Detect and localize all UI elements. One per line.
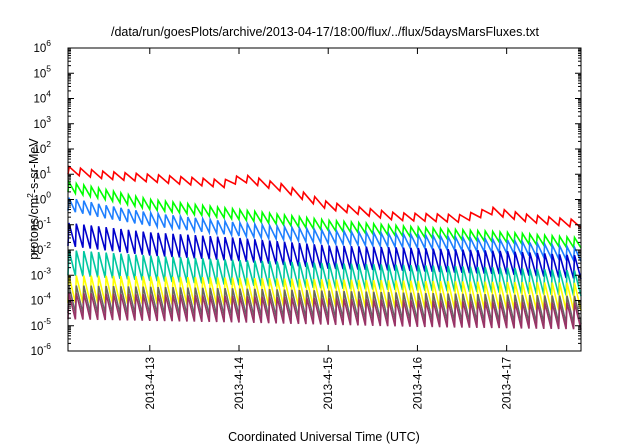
x-tick-label: 2013-4-15 <box>323 357 335 409</box>
x-axis-ticks: 2013-4-13 2013-4-14 2013-4-15 2013-4-16 2013… <box>145 48 514 409</box>
series-layer <box>67 165 582 330</box>
series-line-3 <box>67 197 582 264</box>
y-tick-label: 105 <box>33 63 51 80</box>
y-tick-label: 101 <box>33 164 51 181</box>
y-tick-label: 103 <box>33 114 51 131</box>
series-line-7 <box>67 285 582 324</box>
series-line-2 <box>67 179 582 250</box>
y-tick-label: 10-6 <box>31 341 52 358</box>
y-tick-label: 10-4 <box>31 291 52 308</box>
y-axis-label-sup: 2 <box>25 193 35 198</box>
y-tick-label: 106 <box>33 38 51 55</box>
y-tick-label: 10-5 <box>31 316 52 333</box>
x-tick-label: 2013-4-14 <box>234 356 246 409</box>
x-axis-label: Coordinated Universal Time (UTC) <box>228 430 420 444</box>
y-tick-label: 10-3 <box>31 265 52 282</box>
y-tick-label: 102 <box>33 139 51 156</box>
y-tick-label: 100 <box>33 190 51 207</box>
y-axis-label-rest: -s-sr-MeV <box>27 138 41 194</box>
series-line-5 <box>67 249 582 297</box>
x-tick-label: 2013-4-13 <box>145 357 157 409</box>
y-axis-label: protons/cm2-s-sr-MeV <box>25 138 41 260</box>
series-line-4 <box>67 222 582 280</box>
y-tick-label: 10-2 <box>31 240 52 257</box>
y-tick-label: 10-1 <box>31 215 52 232</box>
plot-frame <box>67 47 582 352</box>
x-tick-label: 2013-4-16 <box>412 357 424 409</box>
series-line-8 <box>67 292 582 330</box>
series-line-1 <box>67 165 582 229</box>
y-axis-label-base: protons/cm <box>27 198 41 260</box>
y-tick-label: 104 <box>33 89 51 106</box>
chart-title: /data/run/goesPlots/archive/2013-04-17/1… <box>111 25 540 39</box>
x-tick-label: 2013-4-17 <box>502 357 514 409</box>
series-line-6 <box>67 275 582 311</box>
